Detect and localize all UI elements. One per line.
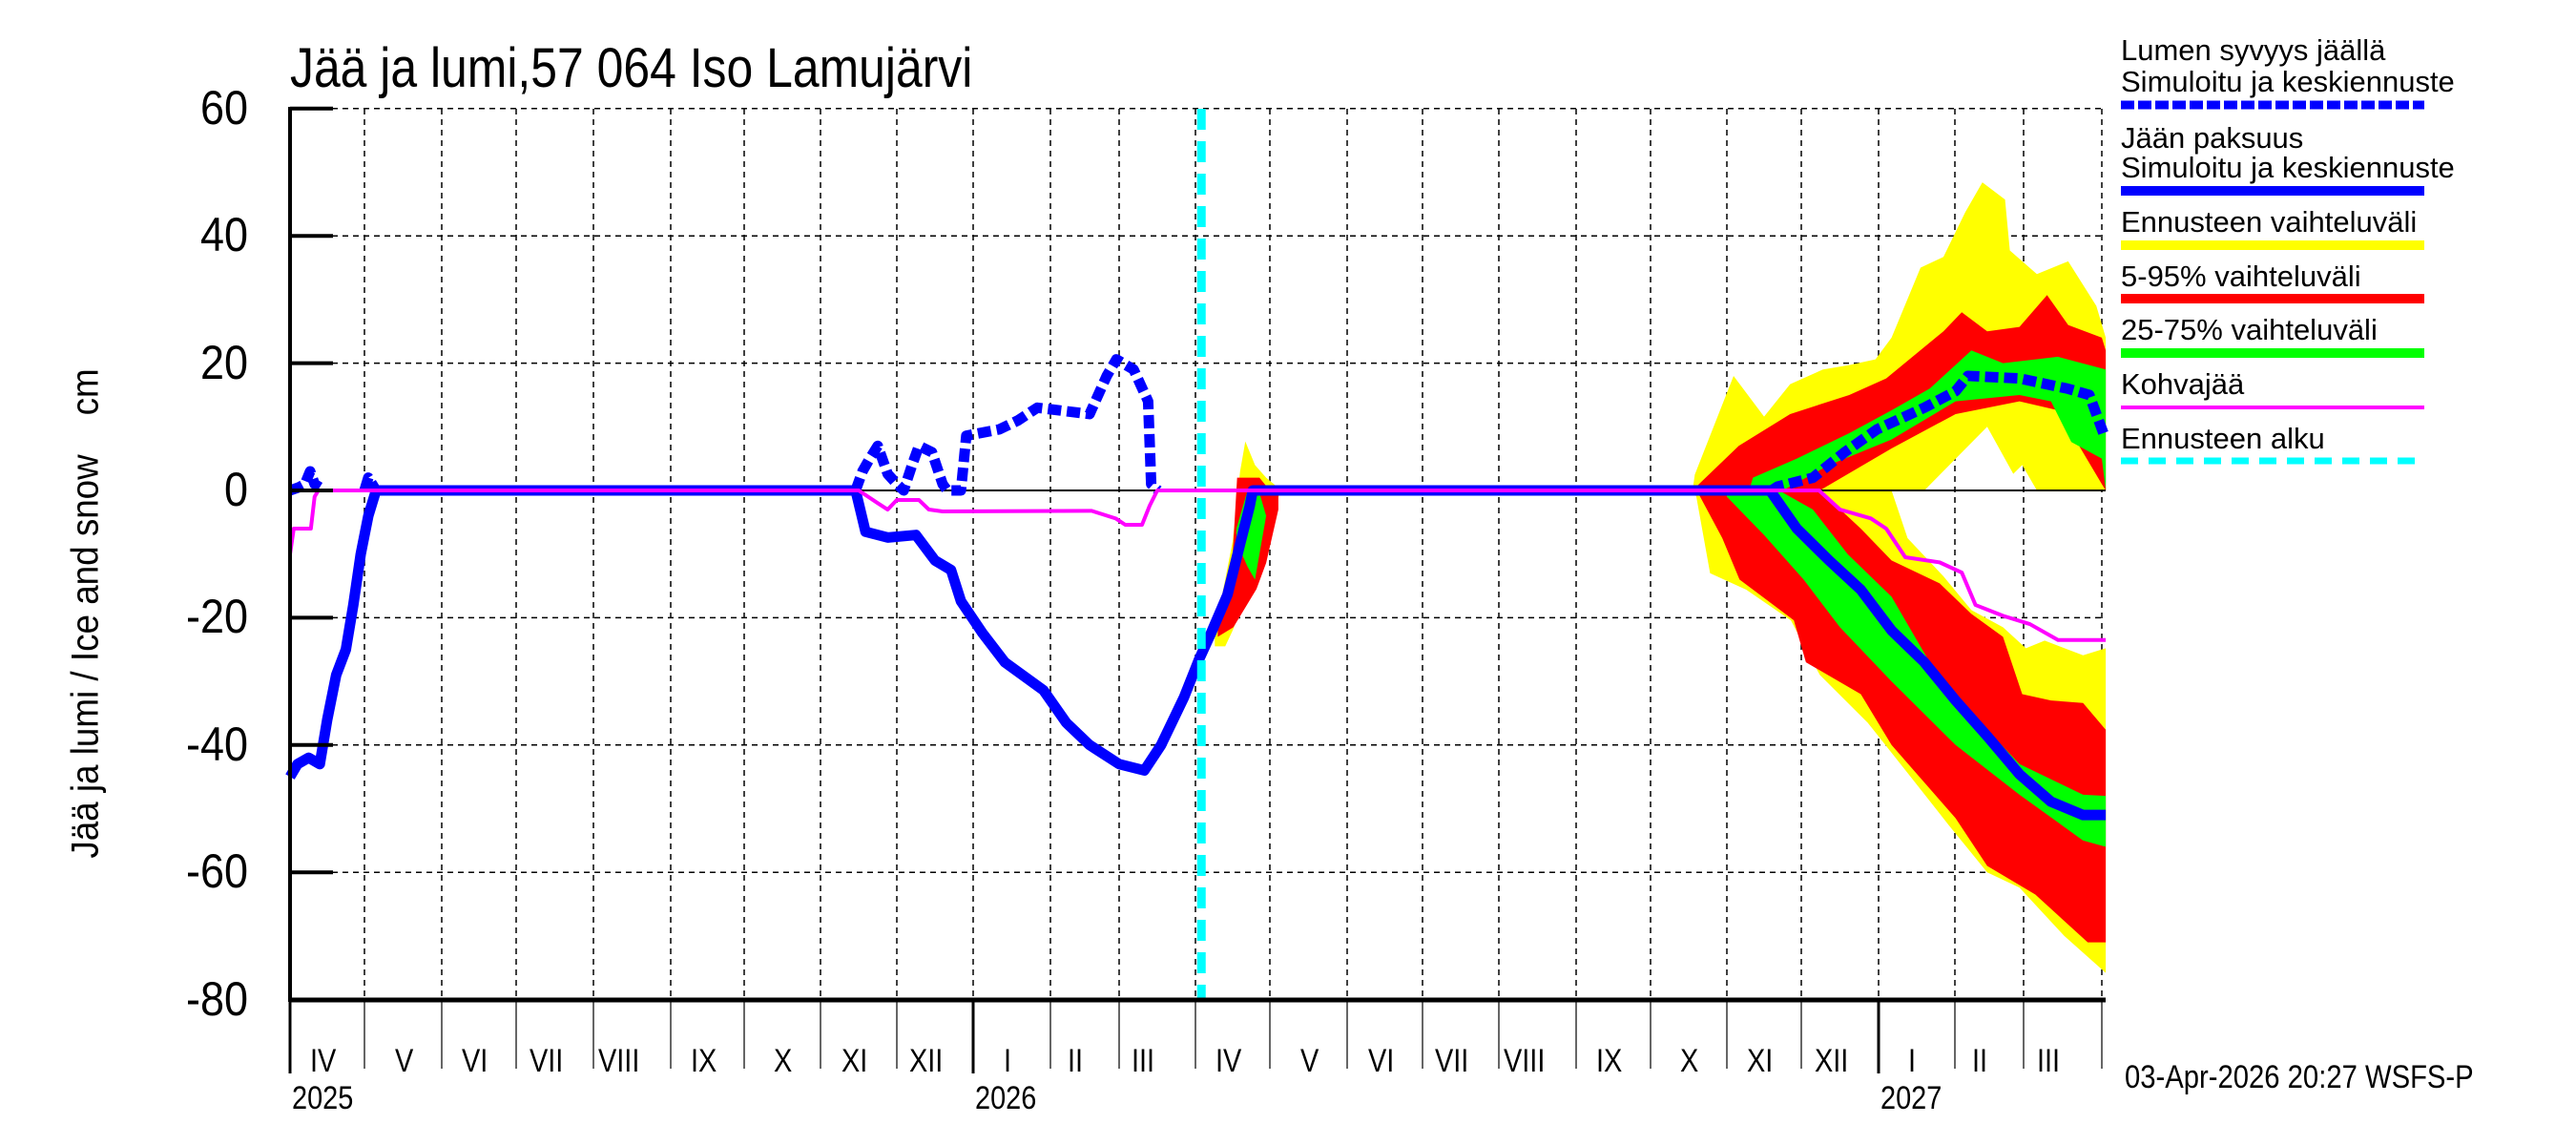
legend-slush-label: Kohvajää bbox=[2121, 367, 2245, 401]
x-month-label: VII bbox=[1435, 1043, 1469, 1079]
x-month-label: VI bbox=[1367, 1043, 1394, 1079]
x-year-label: 2025 bbox=[292, 1080, 354, 1116]
x-year-label: 2027 bbox=[1880, 1080, 1942, 1116]
timestamp: 03-Apr-2026 20:27 WSFS-P bbox=[2125, 1059, 2474, 1095]
legend-range-25-75-label: 25-75% vaihteluväli bbox=[2121, 313, 2378, 346]
legend-forecast-start-label: Ennusteen alku bbox=[2121, 422, 2325, 455]
x-month-label: VIII bbox=[597, 1043, 639, 1079]
x-month-label: XI bbox=[841, 1043, 868, 1079]
x-month-label: V bbox=[394, 1043, 413, 1079]
y-tick-label: 60 bbox=[199, 80, 248, 135]
x-month-label: V bbox=[1299, 1043, 1319, 1079]
x-month-label: VIII bbox=[1503, 1043, 1545, 1079]
x-month-label: IV bbox=[310, 1043, 337, 1079]
axes bbox=[288, 106, 2106, 1073]
x-month-label: VII bbox=[529, 1043, 563, 1079]
data-series bbox=[285, 109, 2109, 1000]
x-month-label: III bbox=[2037, 1043, 2061, 1079]
y-axis-label: Jää ja lumi / Ice and snow cm bbox=[64, 368, 107, 859]
x-month-label: XI bbox=[1747, 1043, 1774, 1079]
x-month-label: XII bbox=[1814, 1043, 1848, 1079]
legend-snow-label-1: Lumen syvyys jäällä bbox=[2121, 33, 2386, 67]
legend-ice-label-2: Simuloitu ja keskiennuste bbox=[2121, 151, 2455, 184]
x-month-label: IX bbox=[690, 1043, 717, 1079]
x-month-label: XII bbox=[909, 1043, 944, 1079]
y-tick-label: -40 bbox=[185, 717, 248, 771]
y-tick-label: 40 bbox=[199, 208, 248, 262]
chart-title: Jää ja lumi,57 064 Iso Lamujärvi bbox=[290, 37, 973, 99]
x-month-label: III bbox=[1132, 1043, 1155, 1079]
x-year-label: 2026 bbox=[975, 1080, 1037, 1116]
y-tick-label: -20 bbox=[185, 590, 248, 644]
y-tick-label: -80 bbox=[185, 971, 248, 1026]
x-month-label: IX bbox=[1596, 1043, 1623, 1079]
legend-swatches bbox=[2121, 100, 2424, 465]
x-month-label: X bbox=[1680, 1043, 1699, 1079]
legend-range-full-label: Ennusteen vaihteluväli bbox=[2121, 205, 2418, 239]
x-month-label: II bbox=[1068, 1043, 1084, 1079]
legend-snow-label-2: Simuloitu ja keskiennuste bbox=[2121, 65, 2455, 98]
y-tick-label: 0 bbox=[223, 463, 248, 516]
y-tick-label: -60 bbox=[185, 844, 248, 899]
x-month-label: VI bbox=[462, 1043, 488, 1079]
x-month-label: II bbox=[1972, 1043, 1988, 1079]
x-month-label: I bbox=[1003, 1043, 1011, 1079]
x-month-label: IV bbox=[1215, 1043, 1242, 1079]
x-month-label: I bbox=[1908, 1043, 1917, 1079]
legend-range-5-95-label: 5-95% vaihteluväli bbox=[2121, 260, 2361, 293]
x-month-label: X bbox=[774, 1043, 793, 1079]
y-tick-label: 20 bbox=[199, 335, 248, 389]
legend-ice-label-1: Jään paksuus bbox=[2121, 121, 2304, 155]
